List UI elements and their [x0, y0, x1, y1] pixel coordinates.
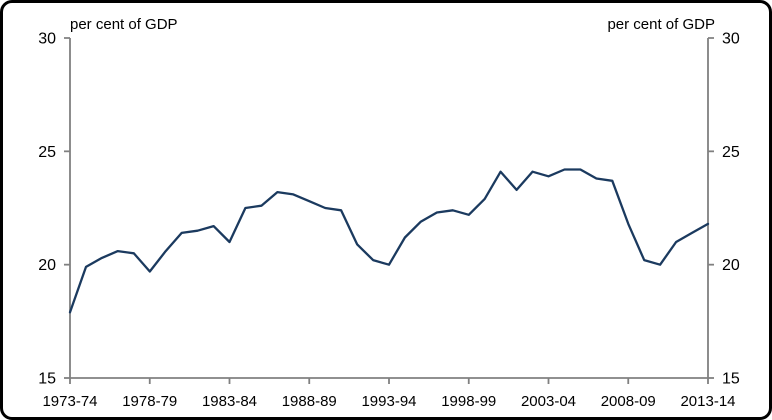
y-axis-tick-label-left: 25	[38, 144, 56, 161]
x-axis-tick-label: 1983-84	[202, 393, 257, 410]
x-axis-tick-label: 2013-14	[680, 393, 735, 410]
x-axis-tick-label: 1973-74	[42, 393, 97, 410]
x-axis-tick-label: 2008-09	[601, 393, 656, 410]
x-axis-tick-label: 2003-04	[521, 393, 576, 410]
y-axis-tick-label-left: 15	[38, 371, 56, 388]
y-axis-tick-label-right: 30	[722, 31, 740, 48]
x-axis-tick-label: 1978-79	[122, 393, 177, 410]
y-axis-tick-label-left: 20	[38, 257, 56, 274]
x-axis-tick-label: 1998-99	[441, 393, 496, 410]
right-axis-unit-label: per cent of GDP	[607, 16, 715, 33]
axes	[69, 38, 709, 379]
left-axis-unit-label: per cent of GDP	[70, 16, 178, 33]
data-line-per-cent-of-gdp	[68, 168, 710, 314]
axis-tick-labels: 15 15 20 20 25 25 30 30 1973-74 1978-79 1983-84 198…	[38, 31, 740, 411]
axis-ticks	[64, 37, 714, 384]
data-series	[68, 168, 710, 314]
y-axis-tick-label-left: 30	[38, 31, 56, 48]
x-axis-tick-label: 1988-89	[282, 393, 337, 410]
y-axis-tick-label-right: 25	[722, 144, 740, 161]
line-chart: per cent of GDP per cent of GDP 15 15 20 20…	[38, 16, 740, 411]
y-axis-tick-label-right: 20	[722, 257, 740, 274]
y-axis-tick-label-right: 15	[722, 371, 740, 388]
x-axis-tick-label: 1993-94	[361, 393, 416, 410]
